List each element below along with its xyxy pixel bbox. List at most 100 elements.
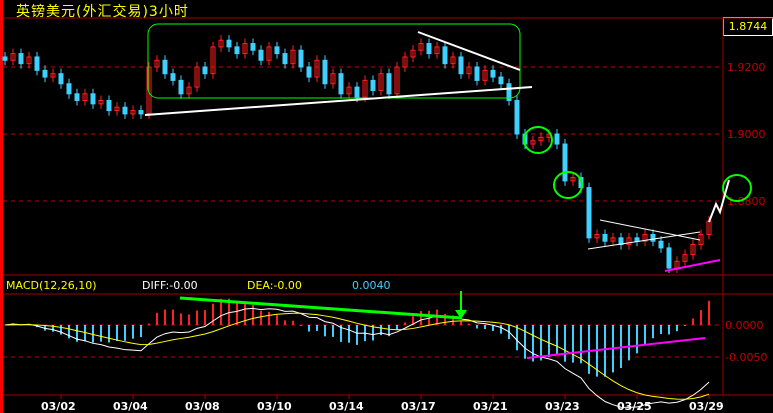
candle-body [402,56,408,68]
candle-body [482,69,488,81]
candle-body [266,46,272,61]
candle-body [314,59,320,78]
candle-body [370,79,376,91]
circle-annotation [722,174,752,202]
candle-body [98,100,104,105]
x-tick-label: 03/23 [545,400,580,413]
candle-body [210,46,216,75]
candle-body [2,56,8,61]
candle-body [330,73,336,85]
candle-body [130,110,136,115]
candle-body [386,73,392,95]
x-tick-label: 03/25 [617,400,652,413]
x-tick-label: 03/02 [41,400,76,413]
candle-body [306,66,312,78]
macd-label: MACD(12,26,10) [6,279,97,292]
candle-body [82,93,88,102]
candle-body [682,254,688,262]
candle-body [474,66,480,81]
candle-body [226,39,232,48]
dea-label: DEA:-0.00 [247,279,302,292]
candle-body [642,234,648,242]
x-tick-label: 03/21 [473,400,508,413]
candle-body [362,79,368,98]
candle-body [290,49,296,65]
triangle-upper-line [599,219,701,241]
candle-body [170,73,176,81]
candle-body [458,56,464,75]
candle-body [178,79,184,95]
candle-body [538,136,544,142]
candle-body [18,53,24,65]
candle-body [90,93,96,105]
x-tick-label: 03/04 [113,400,148,413]
support-line-magenta [664,259,721,272]
x-tick-label: 03/10 [257,400,292,413]
candle-body [338,73,344,95]
candle-body [138,110,144,115]
candle-body [666,247,672,269]
macd-tick-label: 0.0000 [725,319,764,332]
candle-body [42,69,48,78]
x-tick-label: 03/08 [185,400,220,413]
candle-body [122,106,128,115]
candle-body [74,93,80,102]
candle-body [202,66,208,75]
candle-body [426,43,432,55]
macd-divergence-magenta [526,337,706,359]
candle-body [690,244,696,256]
candle-body [634,237,640,242]
candle-body [434,46,440,55]
x-tick-label: 03/14 [329,400,364,413]
projection-line [708,179,730,223]
candle-body [186,86,192,95]
candle-body [50,73,56,78]
candle-body [602,234,608,242]
y-tick-label: 1.8800 [727,195,766,208]
candle-body [234,46,240,55]
down-arrow-icon [455,310,467,319]
candle-body [490,69,496,78]
candle-body [530,140,536,145]
candle-body [466,66,472,75]
candle-body [410,49,416,58]
x-tick-label: 03/17 [401,400,436,413]
candle-body [418,43,424,51]
candle-body [378,73,384,91]
candle-body [658,240,664,249]
diff-label: DIFF:-0.00 [142,279,198,292]
candle-body [154,59,160,68]
candle-body [610,237,616,242]
triangle-lower-line [587,231,701,250]
candle-body [194,66,200,88]
candle-body [650,234,656,242]
macd-tick-label: -0.0050 [725,351,767,364]
candle-body [346,86,352,95]
candle-body [394,66,400,95]
candle-body [10,53,16,61]
x-tick-label: 03/29 [689,400,724,413]
candle-body [274,46,280,55]
candle-body [626,237,632,246]
resistance-trendline [417,31,521,71]
y-tick-label: 1.9200 [727,61,766,74]
macd-value-label: 0.0040 [352,279,391,292]
candle-body [498,76,504,85]
candle-body [618,237,624,246]
candle-body [354,86,360,98]
candle-body [562,143,568,182]
chart-title: 英镑美元(外汇交易)3小时 [16,4,189,20]
range-box-annotation [147,23,521,99]
candle-body [242,43,248,55]
candle-body [250,43,256,51]
candle-body [298,49,304,68]
candle-body [514,100,520,135]
candle-body [114,106,120,112]
circle-annotation [523,126,553,154]
support-trendline [144,86,533,116]
candle-body [450,56,456,65]
candle-body [282,53,288,65]
left-border [0,0,3,413]
